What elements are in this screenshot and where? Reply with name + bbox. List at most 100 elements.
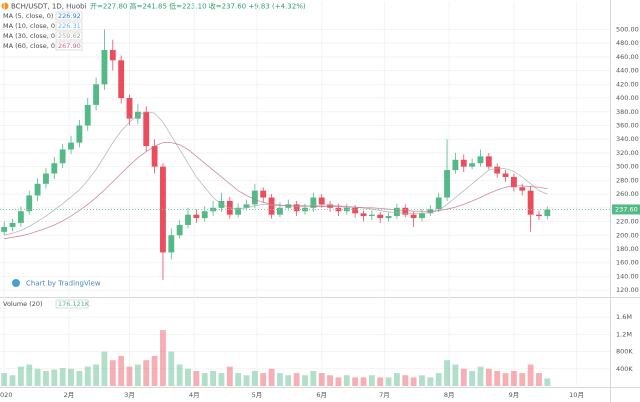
- x-tick-label: 8月: [444, 391, 455, 399]
- volume-bar: [277, 373, 283, 386]
- volume-bar: [101, 351, 108, 386]
- candle-body: [469, 163, 476, 167]
- candle-body: [402, 207, 409, 215]
- candle-body: [126, 98, 133, 119]
- candle-body: [477, 156, 484, 164]
- y2-tick-label: 1.6M: [616, 313, 632, 321]
- volume-bar: [84, 366, 91, 386]
- volume-bar: [151, 355, 158, 386]
- candle-body: [536, 214, 542, 217]
- volume-bar: [118, 355, 125, 386]
- candle-body: [268, 197, 275, 215]
- volume-bar: [134, 364, 141, 386]
- volume-bar: [51, 369, 58, 386]
- x-tick-label: 7月: [379, 391, 390, 399]
- ma-legend-name: MA (60, close, 0): [3, 42, 58, 50]
- volume-bar: [109, 360, 116, 386]
- y2-tick-label: 400K: [616, 365, 633, 373]
- candle-body: [302, 207, 308, 212]
- candle-body: [444, 170, 450, 198]
- candle-body: [1, 227, 8, 232]
- symbol: BCH/USDT, 1D, Huobi: [11, 3, 87, 11]
- volume-bar: [510, 370, 517, 386]
- y-tick-label: 280.00: [616, 176, 639, 184]
- tv-logo: [12, 279, 20, 287]
- watermark[interactable]: Chart by TradingView: [26, 280, 101, 288]
- volume-bar: [235, 373, 242, 386]
- candle-body: [452, 159, 459, 171]
- volume-bar: [360, 377, 367, 386]
- x-tick-label: 4月: [189, 391, 200, 399]
- volume-bar: [251, 370, 258, 386]
- candle-body: [494, 166, 501, 174]
- volume-value: 176.121K: [58, 300, 90, 308]
- volume-bar: [9, 375, 16, 386]
- ma-legend-name: MA (5, close, 0): [3, 12, 53, 20]
- volume-bar: [385, 377, 392, 386]
- volume-bar: [452, 364, 459, 386]
- candle-body: [318, 197, 325, 205]
- volume-bar: [310, 370, 317, 386]
- candle-body: [59, 149, 66, 164]
- candle-body: [193, 214, 200, 219]
- volume-bar: [176, 364, 183, 386]
- candle-body: [43, 173, 49, 184]
- y-tick-label: 140.00: [616, 272, 639, 280]
- ma-line: [4, 142, 548, 240]
- volume-bar: [185, 368, 191, 386]
- volume-bar: [26, 364, 33, 386]
- volume-bar: [93, 364, 100, 386]
- y-tick-label: 340.00: [616, 135, 639, 143]
- volume-bar: [427, 377, 434, 386]
- volume-bar: [302, 375, 308, 386]
- volume-bar: [402, 375, 409, 386]
- candle-body: [410, 214, 417, 219]
- x-tick-label: 6月: [316, 391, 327, 399]
- volume-bar: [435, 373, 442, 386]
- candle-body: [251, 190, 258, 205]
- y-tick-label: 200.00: [616, 231, 639, 239]
- volume-bar: [352, 377, 359, 386]
- candle-body: [527, 190, 534, 215]
- y2-tick-label: 800K: [616, 348, 633, 356]
- candle-body: [519, 187, 526, 191]
- volume-bar: [59, 367, 66, 386]
- candle-body: [544, 209, 551, 217]
- grid: [0, 2, 610, 386]
- y-tick-label: 320.00: [616, 149, 639, 157]
- volume-bar: [519, 373, 526, 386]
- candle-body: [118, 60, 125, 99]
- price-tag: 237.60: [615, 205, 638, 213]
- volume-bar: [544, 378, 551, 386]
- ma-legend-value: 259.62: [58, 32, 81, 40]
- volume-bar: [327, 375, 333, 386]
- candle-body: [201, 211, 208, 219]
- volume-bar: [260, 373, 267, 386]
- candle-body: [9, 222, 16, 228]
- candle-body: [419, 213, 425, 219]
- candle-body: [293, 204, 300, 212]
- volume-bar: [268, 368, 275, 386]
- volume-bar: [502, 373, 509, 386]
- y-tick-label: 460.00: [616, 53, 639, 61]
- x-tick-label: 3月: [124, 391, 135, 399]
- candle-body: [176, 224, 183, 236]
- candle-body: [84, 104, 91, 126]
- volume-title: Volume (20): [3, 300, 43, 308]
- candle-body: [510, 176, 517, 188]
- candle-body: [151, 146, 158, 167]
- volume-bar: [17, 366, 24, 386]
- volume-bar: [210, 370, 217, 386]
- x-tick-label: 2月: [64, 391, 75, 399]
- volume-bar: [143, 360, 150, 386]
- ma-legend-name: MA (30, close, 0): [3, 32, 58, 40]
- x-tick-label: 10月: [569, 391, 584, 399]
- candle-body: [385, 216, 392, 219]
- price-tag-bg: [612, 204, 640, 215]
- candle-body: [393, 207, 400, 217]
- candle-body: [310, 197, 317, 208]
- volume-bar: [536, 373, 542, 386]
- candle-body: [185, 214, 191, 225]
- y-tick-label: 120.00: [616, 286, 639, 294]
